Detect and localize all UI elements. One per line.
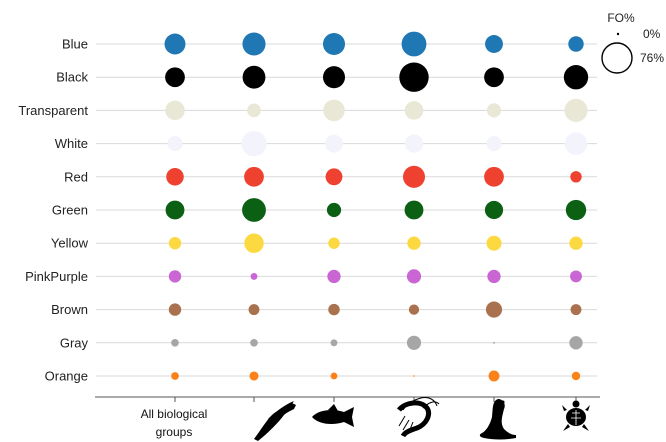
bubble	[402, 165, 426, 188]
bubble	[485, 35, 503, 53]
bubble	[406, 269, 422, 284]
bubble	[570, 171, 582, 183]
bubble	[171, 372, 179, 380]
row-label: Red	[64, 169, 88, 184]
bubble	[564, 132, 588, 155]
bubble	[487, 269, 501, 284]
bubble	[165, 100, 185, 121]
bubble	[399, 62, 429, 92]
bubble	[404, 200, 424, 220]
bubble	[166, 168, 184, 186]
row-label: Green	[52, 203, 88, 218]
bubble	[485, 301, 503, 318]
bubble	[168, 303, 182, 316]
row-label: Gray	[60, 335, 89, 350]
bubble	[564, 98, 588, 122]
x-category-label-line2: groups	[156, 425, 193, 439]
bubble	[241, 130, 267, 157]
bubble	[408, 304, 420, 315]
bubble	[565, 199, 587, 221]
bubble	[330, 339, 338, 347]
bubble	[327, 269, 341, 284]
bubble	[325, 134, 343, 153]
row-label: Transparent	[18, 103, 88, 118]
bubble	[168, 237, 182, 250]
bird-icon	[254, 401, 296, 441]
bubble	[242, 32, 266, 56]
bubble	[488, 370, 500, 382]
bubble	[404, 134, 424, 153]
size-legend-min-label: 0%	[643, 27, 661, 41]
row-labels: Blue Black Transparent White Red Green Yellow P…	[18, 37, 88, 384]
bubble	[250, 338, 258, 347]
bubble	[248, 304, 260, 316]
bubble	[570, 270, 582, 283]
row-label: Brown	[51, 302, 88, 317]
fish-icon	[312, 404, 354, 427]
bubble	[570, 304, 582, 316]
bubble	[486, 136, 502, 152]
bubble	[244, 233, 264, 253]
bubble	[165, 200, 185, 220]
bubble	[484, 200, 504, 220]
bubble	[242, 65, 266, 89]
bubbles	[164, 31, 589, 382]
bubble	[242, 198, 266, 222]
bubble	[484, 67, 504, 88]
bubble	[413, 375, 415, 377]
shrimp-icon	[397, 397, 440, 438]
size-legend-title: FO%	[607, 11, 635, 25]
row-label: Blue	[62, 37, 88, 52]
bubble	[250, 272, 258, 280]
bubble	[325, 168, 343, 186]
bubble	[571, 371, 581, 381]
bubble	[328, 303, 340, 316]
bubble	[328, 237, 340, 249]
bubble	[401, 31, 427, 57]
size-legend: FO% 0% 76%	[601, 11, 664, 74]
bubble	[404, 101, 424, 120]
bubble	[322, 32, 346, 56]
seal-icon	[479, 399, 516, 440]
bubble	[168, 270, 182, 283]
turtle-icon	[562, 400, 590, 431]
bubble	[249, 371, 259, 381]
bubble	[563, 65, 589, 90]
bubble	[568, 36, 584, 52]
row-label: Yellow	[51, 236, 89, 251]
row-label: PinkPurple	[25, 269, 88, 284]
size-legend-max-label: 76%	[640, 51, 664, 65]
x-category-label-line1: All biological	[141, 407, 208, 421]
bubble	[326, 202, 342, 218]
bubble	[330, 372, 338, 380]
size-legend-max-circle	[601, 42, 633, 74]
bubble	[167, 136, 183, 152]
bubble	[165, 67, 185, 88]
bubble	[569, 236, 583, 250]
bubble	[569, 336, 583, 350]
bubble	[322, 66, 346, 89]
bubble	[486, 103, 502, 118]
bubble	[407, 236, 421, 250]
bubble	[486, 235, 502, 251]
bubble	[247, 103, 261, 118]
bubble	[484, 166, 504, 187]
row-label: Black	[56, 70, 88, 85]
row-label: Orange	[45, 369, 88, 384]
bubble	[323, 99, 345, 122]
bubble	[493, 341, 495, 344]
row-label: White	[55, 136, 88, 151]
bubble	[244, 166, 264, 187]
x-axis-ticks	[174, 397, 577, 402]
bubble	[171, 338, 179, 347]
bubble	[406, 335, 422, 350]
bubble	[164, 33, 186, 55]
size-legend-min-circle	[616, 32, 620, 36]
